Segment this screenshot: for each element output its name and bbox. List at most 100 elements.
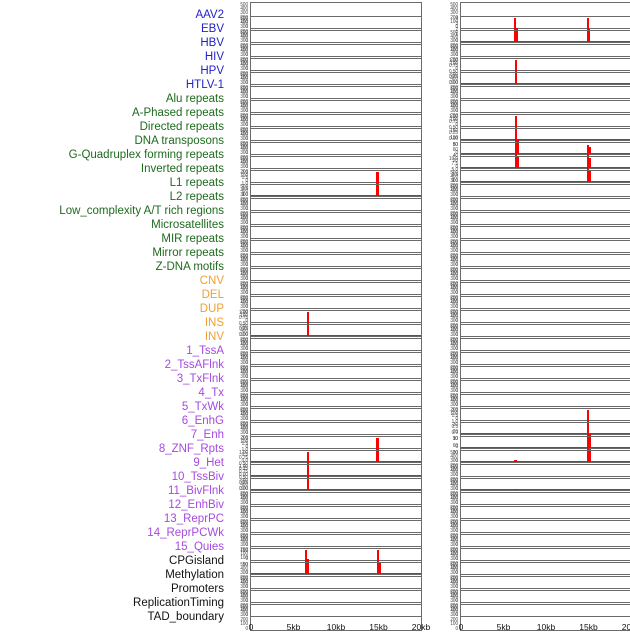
track-label-9-het: 9_Het (193, 456, 224, 469)
track-plot-right-42 (460, 590, 630, 617)
y-axis-ticks-right-39: 500 400 300 200 100 0 (438, 547, 459, 575)
track-baseline (461, 460, 630, 462)
y-tick-label: 500 (240, 588, 248, 595)
y-tick-label: 200 (240, 517, 248, 525)
y-tick-label: 0 (455, 148, 458, 155)
y-tick-label: 100 (240, 592, 248, 599)
y-tick-label: 5.0 (451, 165, 458, 172)
y-axis-ticks-right-0: 500 400 300 200 100 0 (438, 1, 459, 29)
y-tick-label: 100 (240, 410, 248, 417)
x-tick-label: 15kb (579, 622, 598, 632)
y-tick-label: 500 (450, 602, 458, 609)
track-plot-right-41 (460, 576, 630, 603)
track-plot-left-11 (250, 156, 422, 183)
y-tick-label: 0 (245, 162, 248, 169)
y-tick-label: 300 (450, 191, 458, 198)
y-tick-label: 200 (450, 545, 458, 553)
y-tick-label: 0 (455, 92, 458, 99)
y-tick-label: 0.00 (239, 470, 248, 477)
y-tick-label: 500 (240, 210, 248, 217)
y-tick-label: 400 (240, 33, 248, 40)
track-plot-left-16 (250, 226, 422, 253)
y-tick-label: 0 (455, 568, 458, 575)
y-tick-label: 0 (245, 568, 248, 575)
y-tick-label: 500 (240, 140, 248, 147)
y-tick-label: 500 (450, 560, 458, 567)
y-tick-label: 100 (240, 606, 248, 613)
y-tick-label: 100 (450, 466, 458, 473)
track-fill (250, 366, 422, 393)
y-axis-ticks-right-43: 500 400 300 200 100 0 (438, 602, 459, 631)
y-tick-label: 200 (450, 223, 458, 231)
y-tick-label: 300 (240, 93, 248, 100)
y-tick-label: 500 (450, 168, 458, 175)
track-label-mir-repeats: MIR repeats (161, 232, 224, 245)
y-tick-label: 200 (240, 279, 248, 287)
track-baseline (461, 82, 630, 84)
y-tick-label: 100 (450, 46, 458, 53)
y-tick-label: 400 (450, 187, 458, 194)
y-tick-label: 500 (240, 560, 248, 567)
y-tick-label: 500 (240, 602, 248, 609)
y-tick-label: 300 (240, 261, 248, 268)
y-axis-ticks-right-22: 500 400 300 200 100 0 (438, 309, 459, 337)
y-tick-label: 300 (450, 79, 458, 86)
y-tick-label: 200 (240, 83, 248, 91)
y-tick-label: 0.0 (241, 190, 248, 197)
y-tick-label: 0 (455, 190, 458, 197)
track-plot-right-18 (460, 254, 630, 281)
y-tick-label: 0.5 (451, 423, 458, 430)
y-tick-label: 0 (455, 624, 458, 631)
y-tick-label: 400 (450, 565, 458, 572)
y-tick-label: 100 (450, 396, 458, 403)
y-tick-label: 200 (450, 391, 458, 399)
y-tick-label: 100 (450, 116, 458, 123)
y-tick-label: 400 (240, 201, 248, 208)
y-tick-label: 100 (450, 340, 458, 347)
track-baseline (461, 152, 630, 154)
y-tick-label: 400 (240, 215, 248, 222)
y-tick-label: 500 (450, 448, 458, 455)
y-tick-label: 0.75 (239, 468, 248, 475)
y-tick-label: 200 (450, 489, 458, 497)
y-tick-label: 300 (240, 373, 248, 380)
track-label-tad-boundary: TAD_boundary (147, 610, 225, 623)
track-label-methylation: Methylation (165, 568, 224, 581)
y-tick-label: 300 (450, 457, 458, 464)
y-tick-label: 1.00 (449, 112, 458, 119)
y-tick-label: 0 (455, 246, 458, 253)
track-label-1-tssa: 1_TssA (186, 344, 224, 357)
track-fill (460, 478, 630, 505)
y-axis-ticks-right-6: 500 400 300 200 100 0 (438, 85, 459, 113)
y-tick-label: 0 (455, 540, 458, 547)
y-tick-label: 0 (455, 358, 458, 365)
track-label-14-reprpcwk: 14_ReprPCWk (147, 526, 224, 539)
y-axis-ticks-right-21: 500 400 300 200 100 0 (438, 295, 459, 323)
y-axis-ticks-right-30: 30 20 10 0 (438, 420, 459, 449)
track-label-cpgisland: CPGisland (169, 554, 224, 567)
y-tick-label: 500 (240, 280, 248, 287)
y-tick-label: 0 (245, 526, 248, 533)
y-tick-label: 400 (450, 215, 458, 222)
y-tick-label: 500 (450, 392, 458, 399)
y-axis-ticks-left-24: 500 400 300 200 100 0 (228, 337, 249, 365)
x-tick-label: 20kb (411, 622, 431, 632)
y-tick-label: 400 (450, 383, 458, 390)
track-plot-left-5 (250, 72, 422, 99)
y-axis-ticks-right-8: 1.00 0.75 0.50 0.25 0.00 (438, 112, 459, 141)
y-tick-label: 200 (450, 377, 458, 385)
y-axis-ticks-left-7: 500 400 300 200 100 0 (228, 99, 249, 127)
y-tick-label: 0 (455, 414, 458, 421)
y-tick-label: 30 (452, 420, 458, 427)
y-tick-label: 0 (455, 400, 458, 407)
y-tick-label: 100 (450, 564, 458, 571)
y-tick-label: 0 (245, 344, 248, 351)
y-axis-ticks-left-33: 1.00 0.75 0.50 0.25 0.00 (228, 463, 249, 491)
y-tick-label: 200 (240, 293, 248, 301)
y-tick-label: 400 (240, 355, 248, 362)
y-tick-label: 200 (450, 41, 458, 49)
track-peak-2 (586, 448, 591, 462)
y-tick-label: 400 (240, 425, 248, 432)
y-tick-label: 200 (240, 237, 248, 245)
y-tick-label: 400 (450, 397, 458, 404)
